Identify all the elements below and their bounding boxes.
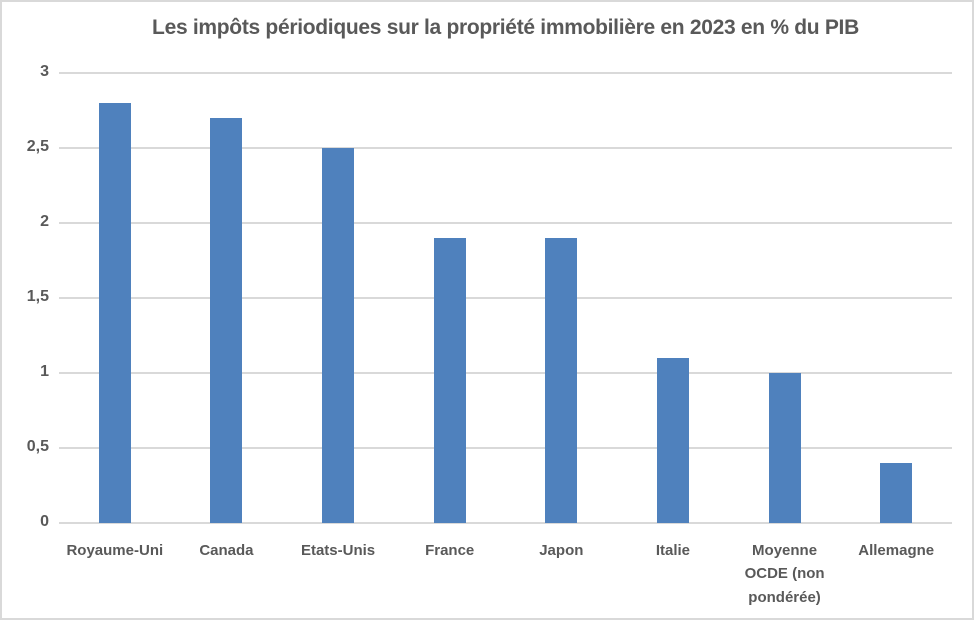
y-axis-tick-label: 2,5 <box>26 138 49 155</box>
gridline <box>59 297 952 299</box>
x-axis-category-label: Italie <box>655 542 691 559</box>
gridline <box>59 222 952 224</box>
y-axis-tick-label: 2 <box>40 213 49 230</box>
chart-title: Les impôts périodiques sur la propriété … <box>152 16 859 39</box>
y-axis-tick-label: 1,5 <box>26 288 49 305</box>
y-axis-tick-label: 3 <box>40 63 49 80</box>
x-axis-line <box>59 522 952 524</box>
gridline <box>59 72 952 74</box>
x-axis-category-label: Moyenne OCDE (non pondérée) <box>744 542 825 606</box>
x-axis-category-label: Royaume-Uni <box>66 542 164 559</box>
bar-japon <box>545 238 578 523</box>
bar-etats-unis <box>322 148 355 523</box>
bar-allemagne <box>880 463 913 523</box>
x-axis-category-label: Canada <box>199 542 254 559</box>
gridline <box>59 447 952 449</box>
x-axis-category-label: Japon <box>539 542 584 559</box>
x-axis-category-label: Etats-Unis <box>300 542 376 559</box>
y-axis-tick-label: 1 <box>40 363 49 380</box>
y-axis-tick-label: 0,5 <box>26 438 49 455</box>
gridline <box>59 372 952 374</box>
bar-italie <box>656 358 689 523</box>
bar-canada <box>210 118 243 523</box>
bar-france <box>433 238 466 523</box>
x-axis-category-label: Allemagne <box>858 542 935 559</box>
gridline <box>59 147 952 149</box>
bar-royaume-uni <box>98 103 131 523</box>
bar-moyenne-ocde-non-pond-r-e <box>768 373 801 523</box>
y-axis-tick-label: 0 <box>40 513 49 530</box>
x-axis-category-label: France <box>425 542 475 559</box>
